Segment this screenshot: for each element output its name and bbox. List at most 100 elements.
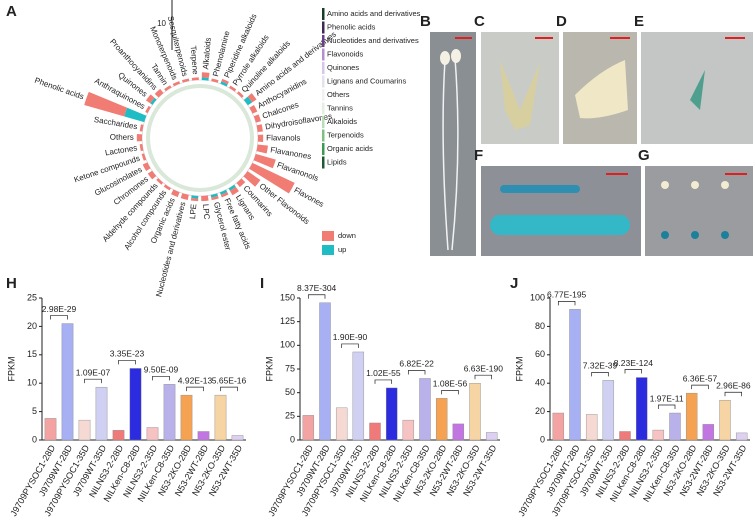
significance-bracket xyxy=(474,374,493,380)
class-swatch xyxy=(322,62,325,74)
bar xyxy=(469,383,481,441)
bar xyxy=(585,414,598,441)
p-value: 6.63E-190 xyxy=(464,363,503,373)
bar xyxy=(385,387,398,441)
radial-bar xyxy=(145,94,155,104)
bar xyxy=(335,407,348,441)
bar xyxy=(719,400,731,441)
bar xyxy=(552,412,565,441)
class-swatch xyxy=(322,89,325,101)
radial-bar xyxy=(256,144,268,154)
class-legend-label: Phenolic acids xyxy=(327,22,376,31)
y-tick-label: 10 xyxy=(27,378,37,388)
panel-letter: F xyxy=(474,147,483,164)
p-value: 3.35E-23 xyxy=(110,349,145,359)
p-value: 1.08E-56 xyxy=(433,379,468,389)
radial-bar xyxy=(180,193,189,201)
y-tick-label: 5 xyxy=(32,406,37,416)
radial-bar xyxy=(229,85,237,92)
y-tick-label: 0 xyxy=(540,434,545,444)
significance-bracket xyxy=(50,315,68,320)
y-axis-label: FPKM xyxy=(6,356,16,381)
p-value: 4.92E-13 xyxy=(178,375,213,385)
p-value: 2.96E-86 xyxy=(716,380,751,390)
class-legend-label: Quinones xyxy=(327,63,359,72)
radial-bar xyxy=(190,197,199,202)
class-legend-label: Flavonoids xyxy=(327,49,364,58)
radial-bar xyxy=(124,107,147,123)
panel-letter: C xyxy=(474,13,485,30)
category-label: Flavanones xyxy=(270,145,312,161)
bar xyxy=(180,394,193,441)
significance-bracket xyxy=(724,391,743,397)
significance-bracket xyxy=(220,386,238,392)
bar xyxy=(214,394,227,441)
radial-bar xyxy=(139,124,144,132)
legend-swatch xyxy=(322,245,334,255)
category-label: Flavones xyxy=(293,185,326,208)
bar xyxy=(146,427,159,441)
panel-letter: G xyxy=(638,147,650,164)
y-tick-label: 100 xyxy=(530,292,545,302)
significance-bracket xyxy=(691,384,709,390)
p-value: 8.23E-124 xyxy=(614,358,653,368)
y-tick-label: 25 xyxy=(27,292,37,302)
radial-bar xyxy=(156,178,164,185)
radial-bar xyxy=(154,88,164,98)
radial-bar xyxy=(236,178,246,188)
p-value: 6.77E-195 xyxy=(547,290,586,300)
radial-bar xyxy=(139,143,144,152)
class-ring xyxy=(146,84,254,192)
bar xyxy=(352,351,365,441)
tissue xyxy=(690,70,705,110)
y-tick-label: 40 xyxy=(535,378,545,388)
significance-bracket xyxy=(374,379,393,384)
significance-bracket xyxy=(657,404,676,410)
radial-bar xyxy=(201,77,209,81)
panel-letter: D xyxy=(556,13,567,30)
significance-bracket xyxy=(557,301,576,306)
radial-bar xyxy=(164,85,172,92)
bar xyxy=(231,435,244,441)
class-swatch xyxy=(322,48,325,61)
significance-bracket xyxy=(152,375,170,381)
seedling xyxy=(442,57,459,251)
radial-bar xyxy=(211,195,219,201)
seedling-head xyxy=(451,49,461,63)
bar xyxy=(61,323,74,441)
bar xyxy=(685,392,698,441)
significance-bracket xyxy=(307,294,326,299)
y-tick-label: 75 xyxy=(285,363,295,373)
class-swatch xyxy=(322,102,325,115)
bar xyxy=(702,424,715,441)
radial-bar xyxy=(219,189,228,195)
p-value: 9.50E-09 xyxy=(144,365,179,375)
radial-bar xyxy=(163,184,171,191)
significance-bracket xyxy=(591,372,609,377)
flower xyxy=(575,60,628,119)
y-axis-label: FPKM xyxy=(264,356,274,381)
axis-circle xyxy=(141,79,259,197)
radial-bar xyxy=(253,153,276,169)
radial-bar xyxy=(243,171,261,187)
class-legend-label: Lipids xyxy=(327,157,347,166)
class-swatch xyxy=(322,35,325,47)
bar xyxy=(602,380,615,441)
y-tick-label: 20 xyxy=(27,321,37,331)
p-value: 7.32E-39 xyxy=(583,361,618,371)
y-tick-label: 50 xyxy=(285,387,295,397)
radial-bar xyxy=(136,134,143,142)
scale-bar-label: 10 xyxy=(157,19,166,28)
y-tick-label: 125 xyxy=(280,316,295,326)
bar xyxy=(112,430,125,441)
panel-letter: J xyxy=(510,275,518,292)
panel-letter: E xyxy=(634,13,644,30)
radial-bar xyxy=(257,134,264,142)
seed xyxy=(691,181,699,189)
radial-bar xyxy=(243,96,253,106)
bar xyxy=(669,412,681,441)
radial-bar xyxy=(147,170,157,180)
p-value: 1.90E-90 xyxy=(333,332,368,342)
y-tick-label: 0 xyxy=(32,434,37,444)
